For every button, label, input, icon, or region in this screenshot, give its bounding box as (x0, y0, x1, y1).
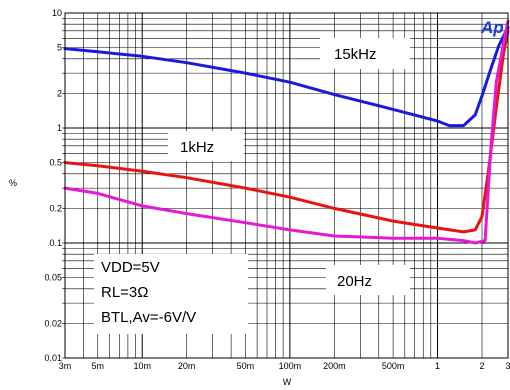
plot-frame (64, 12, 509, 359)
annotation-1khz: 1kHz (180, 139, 214, 156)
annotation-boxes (94, 38, 410, 334)
x-tick-label: 3 (505, 361, 510, 371)
annotation-box-15khz (320, 38, 410, 69)
annotation-20hz: 20Hz (337, 273, 372, 290)
conditions-box (94, 254, 248, 334)
y-tick-label: 5 (57, 43, 62, 53)
series-line-15khz (63, 25, 510, 128)
x-tick-label: 100m (279, 361, 302, 371)
brand-logo: Ap (480, 18, 504, 37)
svg-text:Ap: Ap (480, 18, 504, 37)
series-line-20hz (63, 19, 510, 245)
x-tick-label: 3m (59, 361, 72, 371)
x-tick-label: 1 (435, 361, 440, 371)
y-tick-label: 0.2 (49, 203, 62, 213)
x-tick-label: 5m (92, 361, 105, 371)
x-axis-label: W (283, 377, 292, 387)
y-tick-label: 0.5 (49, 158, 62, 168)
x-tick-label: 20m (178, 361, 196, 371)
tick-labels: 3m 5m 10m 20m 50m 100m 200m 500m 1 2 3 0.01 0.02 0.05… (44, 8, 510, 371)
condition-btl: BTL,Av=-6V/V (101, 309, 196, 326)
annotation-box-1khz (168, 131, 244, 161)
y-tick-label: 0.1 (49, 238, 62, 248)
y-axis-label: % (9, 178, 17, 188)
x-tick-label: 50m (237, 361, 255, 371)
grid (62, 13, 509, 359)
y-tick-label: 0.01 (44, 353, 62, 363)
x-tick-label: 2 (479, 361, 484, 371)
annotation-15khz: 15kHz (334, 46, 377, 63)
x-tick-label: 500m (382, 361, 405, 371)
y-tick-label: 2 (57, 88, 62, 98)
condition-rl: RL=3Ω (101, 284, 149, 301)
y-tick-label: 0.02 (44, 318, 62, 328)
x-tick-label: 200m (323, 361, 346, 371)
annotation-box-20hz (326, 265, 410, 295)
x-tick-label: 10m (133, 361, 151, 371)
y-tick-label: 0.05 (44, 273, 62, 283)
condition-vdd: VDD=5V (101, 259, 160, 276)
y-tick-label: 10 (52, 8, 62, 18)
y-tick-label: 1 (57, 123, 62, 133)
series-curves (63, 19, 510, 245)
